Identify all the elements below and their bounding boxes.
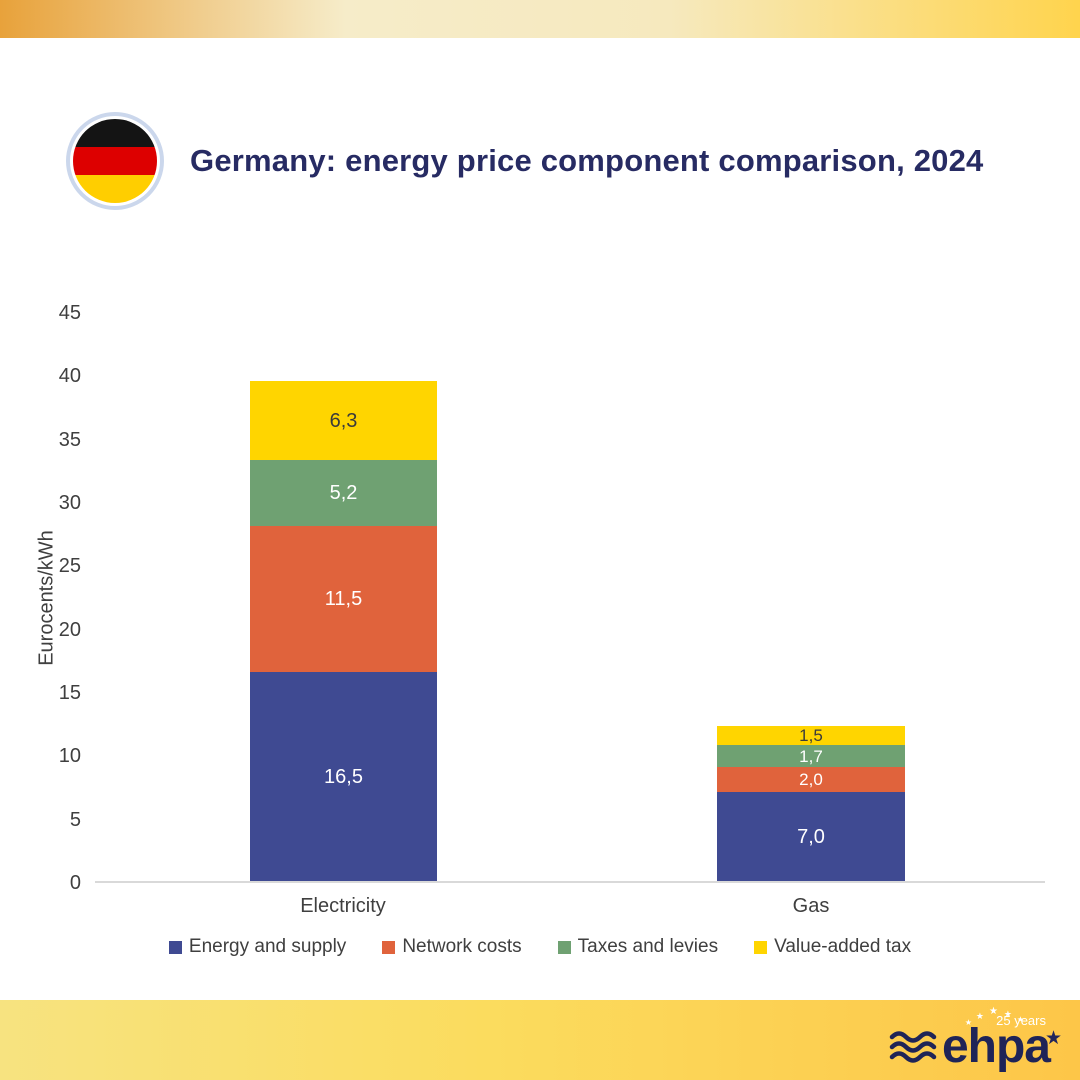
- legend: Energy and supply Network costs Taxes and …: [0, 936, 1080, 958]
- ehpa-wordmark: ehpa: [941, 1020, 1051, 1073]
- header: Germany: energy price component comparis…: [66, 112, 983, 210]
- y-tick-label: 40: [58, 365, 81, 388]
- y-tick-label: 10: [58, 745, 81, 768]
- star-icon: ★: [975, 1011, 984, 1021]
- legend-item: Network costs: [382, 936, 522, 958]
- page-title: Germany: energy price component comparis…: [190, 143, 984, 178]
- segment-value-label: 5,2: [329, 482, 358, 505]
- top-gradient-bar: [0, 0, 1080, 38]
- legend-swatch: [168, 940, 182, 954]
- wave-icon: [889, 1031, 937, 1063]
- segment-value-label: 6,3: [329, 409, 358, 432]
- star-icon: ★: [1016, 1015, 1024, 1024]
- germany-flag-icon: [66, 112, 164, 210]
- legend-swatch: [754, 940, 768, 954]
- bar-segment: 5,2: [250, 460, 437, 527]
- bar-segment: 6,3: [250, 380, 437, 461]
- segment-value-label: 16,5: [324, 765, 363, 788]
- legend-label: Energy and supply: [188, 936, 347, 957]
- segment-value-label: 7,0: [797, 825, 825, 848]
- bar-segment: 1,5: [717, 726, 905, 746]
- legend-swatch: [557, 940, 571, 954]
- segment-value-label: 1,7: [799, 746, 823, 766]
- stacked-bar-chart-plot-area: 0 5 10 15 20 25 30 35 40 45 16,5 11,5 5,2 6,3 Electric…: [59, 302, 1045, 917]
- legend-item: Taxes and levies: [557, 936, 719, 958]
- star-icon: ★: [1003, 1009, 1012, 1019]
- anniversary-label: 25 years: [996, 1013, 1046, 1028]
- y-tick-label: 30: [58, 492, 81, 514]
- footer-gradient-bar: ehpa 25 years ★ ★ ★ ★ ★ ★: [0, 1000, 1080, 1080]
- y-tick-label: 0: [69, 872, 81, 894]
- bar-segment: 1,7: [717, 745, 905, 768]
- segment-value-label: 11,5: [324, 588, 363, 611]
- legend-label: Network costs: [402, 936, 522, 957]
- bar-segment: 16,5: [250, 672, 437, 881]
- y-tick-label: 20: [58, 618, 81, 641]
- stacked-bar-gas: 7,0 2,0 1,7 1,5: [717, 726, 905, 881]
- stacked-bar-electricity: 16,5 11,5 5,2 6,3: [250, 380, 437, 881]
- y-tick-label: 45: [58, 302, 81, 324]
- segment-value-label: 2,0: [799, 770, 823, 790]
- legend-swatch: [382, 940, 396, 954]
- x-category-label: Electricity: [300, 895, 386, 917]
- germany-flag-stripes: [73, 119, 157, 203]
- bar-segment: 7,0: [717, 792, 905, 881]
- x-category-label: Gas: [792, 895, 830, 917]
- legend-item: Value-added tax: [754, 936, 911, 958]
- segment-value-label: 1,5: [799, 726, 823, 746]
- bar-segment: 11,5: [250, 526, 437, 672]
- y-tick-label: 35: [58, 428, 81, 451]
- y-axis-title: Eurocents/kWh: [35, 530, 58, 666]
- y-tick-label: 15: [58, 682, 81, 704]
- ehpa-logo: ehpa 25 years ★ ★ ★ ★ ★ ★: [889, 1006, 1062, 1073]
- bar-segment: 2,0: [717, 767, 905, 793]
- legend-label: Value-added tax: [774, 936, 912, 957]
- star-icon: ★: [989, 1006, 998, 1017]
- star-icon: ★: [1044, 1028, 1062, 1049]
- y-tick-label: 25: [58, 555, 81, 578]
- y-tick-label: 5: [69, 808, 81, 831]
- legend-item: Energy and supply: [168, 936, 347, 958]
- star-icon: ★: [964, 1018, 972, 1027]
- legend-label: Taxes and levies: [577, 936, 719, 957]
